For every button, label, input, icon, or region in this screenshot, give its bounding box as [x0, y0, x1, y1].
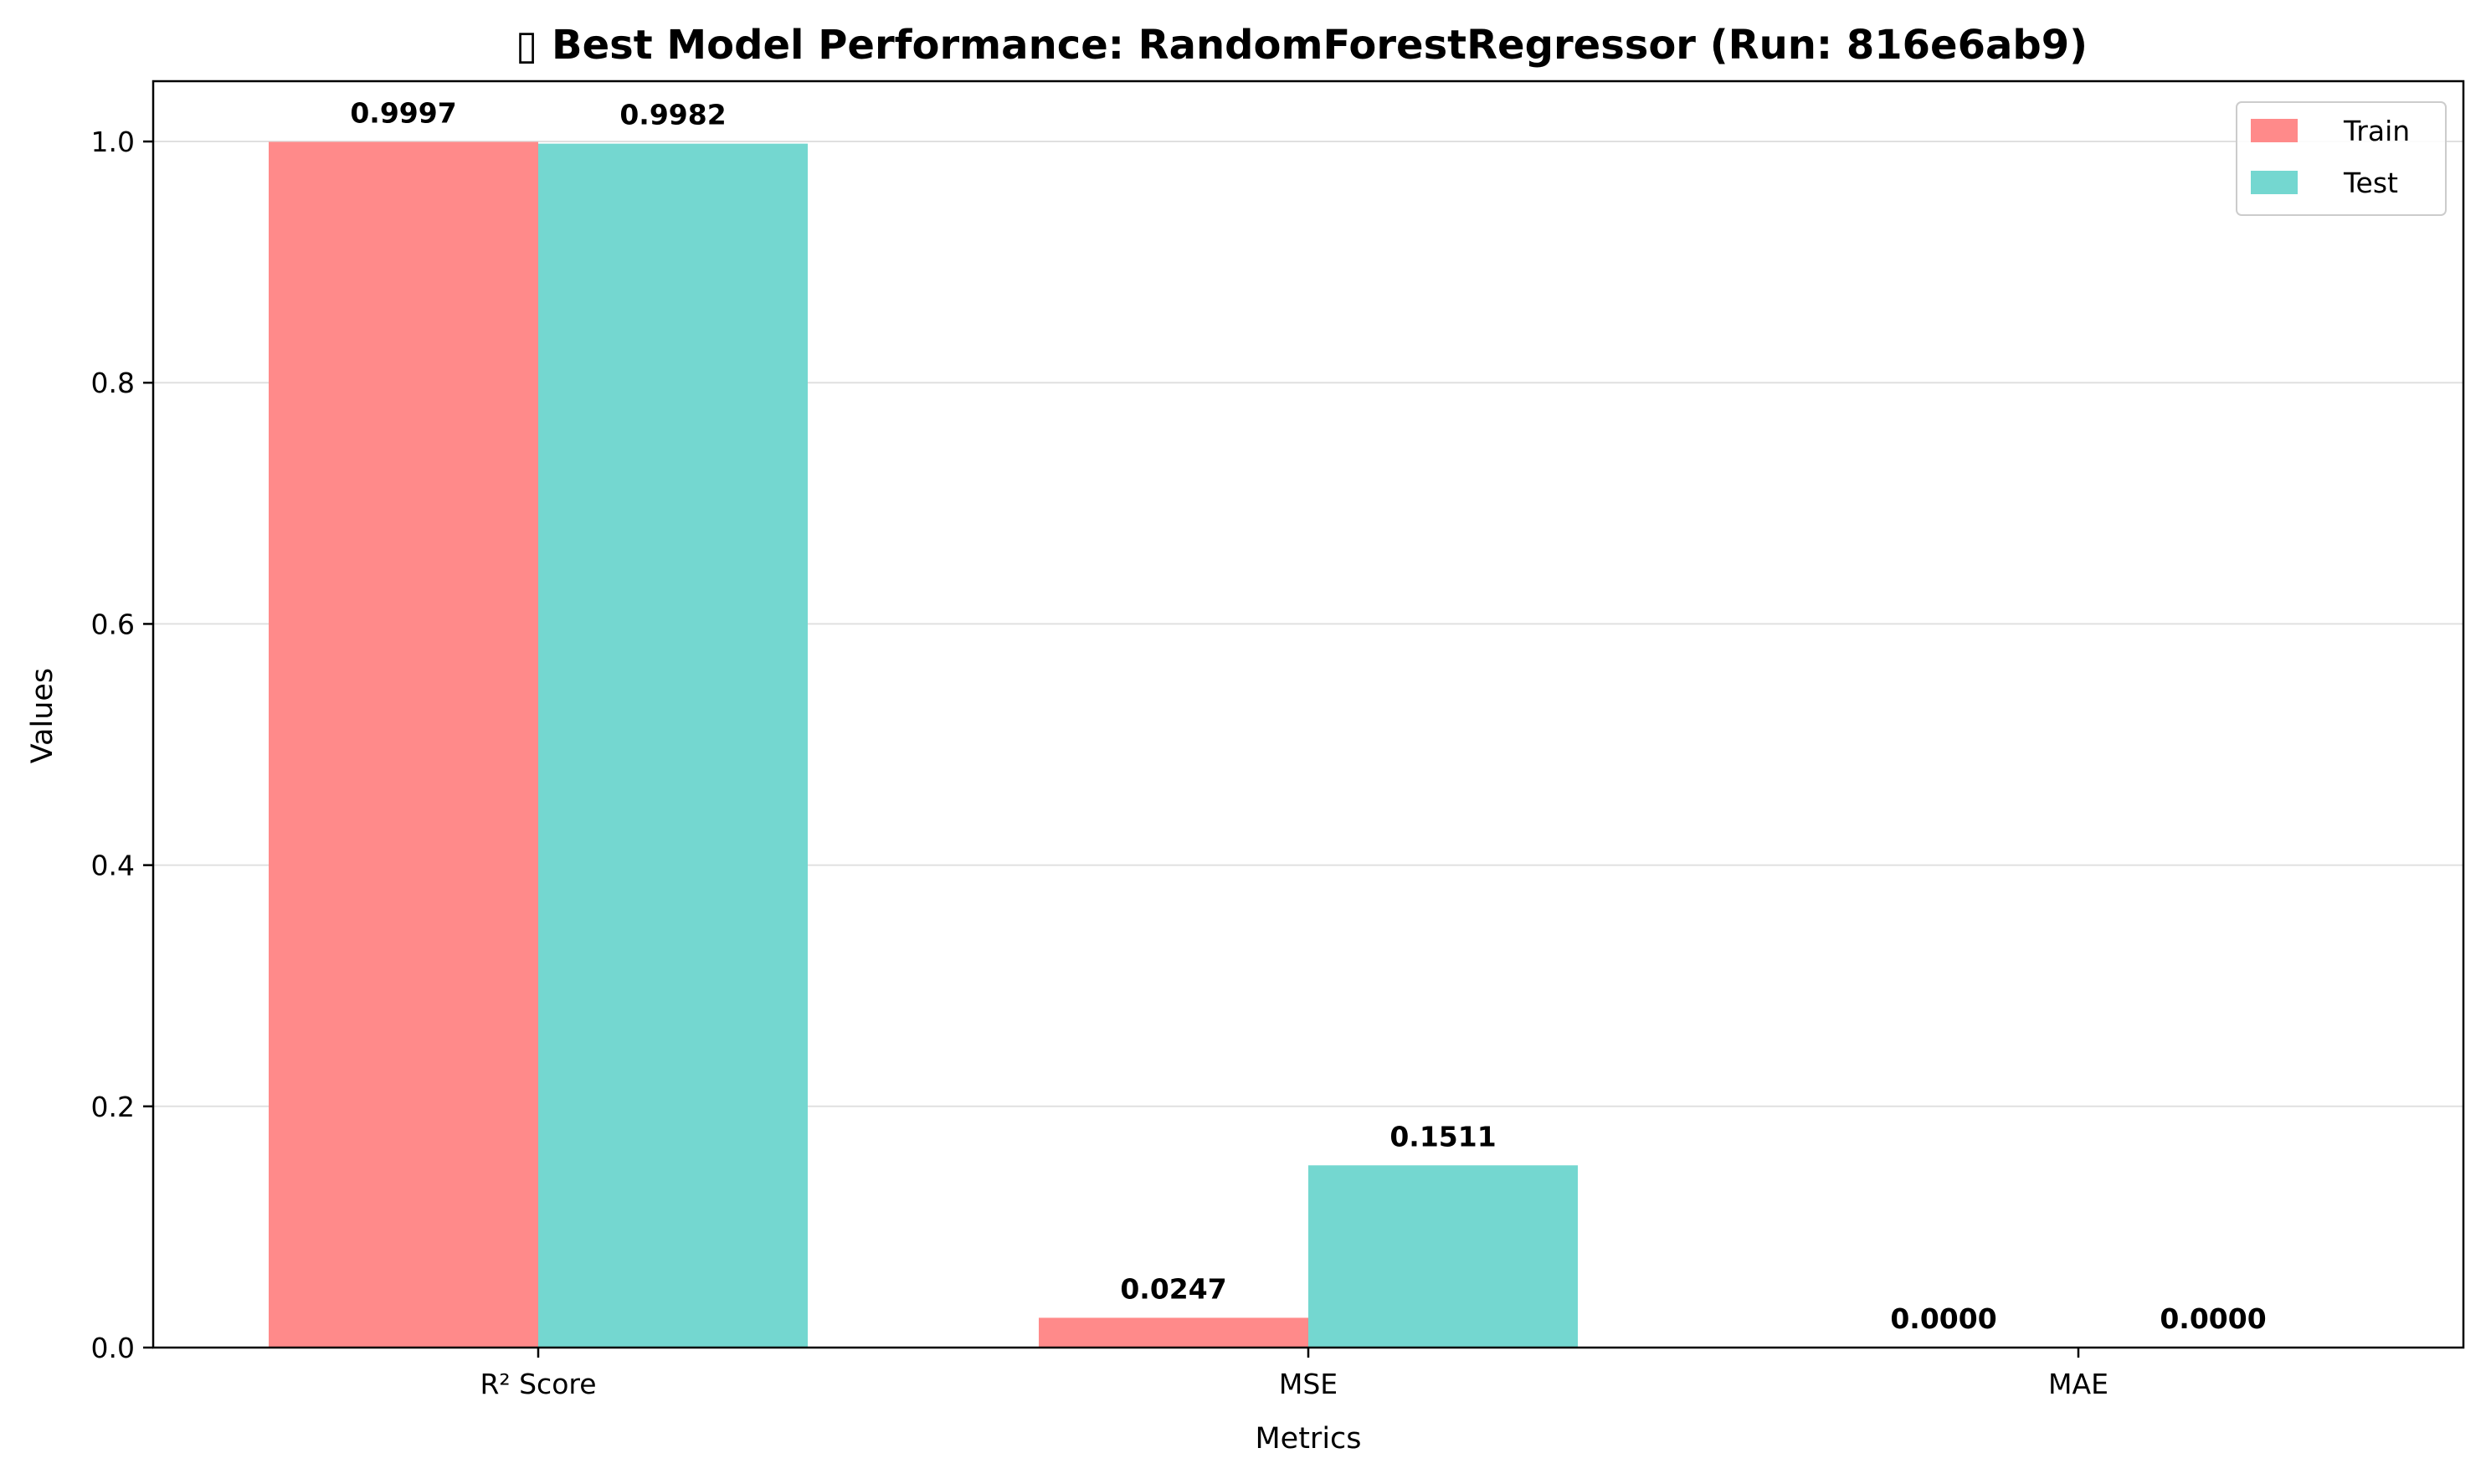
legend-label-test: Test	[2343, 167, 2398, 199]
legend-swatch-test	[2251, 171, 2298, 194]
value-label-test-2: 0.0000	[2160, 1302, 2266, 1335]
legend-swatch-train	[2251, 119, 2298, 142]
x-tick-label: R² Score	[480, 1368, 596, 1400]
value-label-test-0: 0.9982	[619, 99, 726, 131]
x-tick-label: MSE	[1279, 1368, 1338, 1400]
y-axis-label: Values	[26, 668, 59, 763]
y-tick-label: 0.6	[91, 608, 135, 640]
legend-label-train: Train	[2343, 115, 2410, 147]
y-tick-label: 0.0	[91, 1332, 135, 1364]
chart-title: ▯ Best Model Performance: RandomForestRe…	[516, 22, 2088, 69]
bars	[269, 141, 1578, 1348]
x-axis-label: Metrics	[1255, 1422, 1361, 1456]
bar-test-1	[1308, 1165, 1578, 1348]
y-axis-ticks: 0.0 0.2 0.4 0.6 0.8 1.0	[91, 126, 153, 1364]
legend: Train Test	[2236, 101, 2447, 216]
value-label-test-1: 0.1511	[1389, 1120, 1496, 1153]
value-labels: 0.9997 0.0247 0.0000 0.9982 0.1511 0.0000	[350, 96, 2266, 1335]
y-tick-label: 0.2	[91, 1091, 135, 1123]
y-tick-label: 1.0	[91, 126, 135, 158]
bar-train-0	[269, 141, 538, 1348]
x-axis-ticks: R² Score MSE MAE	[480, 1348, 2108, 1400]
y-tick-label: 0.8	[91, 367, 135, 399]
bar-train-1	[1039, 1317, 1308, 1348]
bar-test-0	[538, 143, 808, 1348]
x-tick-label: MAE	[2048, 1368, 2108, 1400]
value-label-train-0: 0.9997	[350, 96, 456, 129]
value-label-train-2: 0.0000	[1890, 1302, 1996, 1335]
y-tick-label: 0.4	[91, 850, 135, 882]
value-label-train-1: 0.0247	[1120, 1272, 1226, 1305]
